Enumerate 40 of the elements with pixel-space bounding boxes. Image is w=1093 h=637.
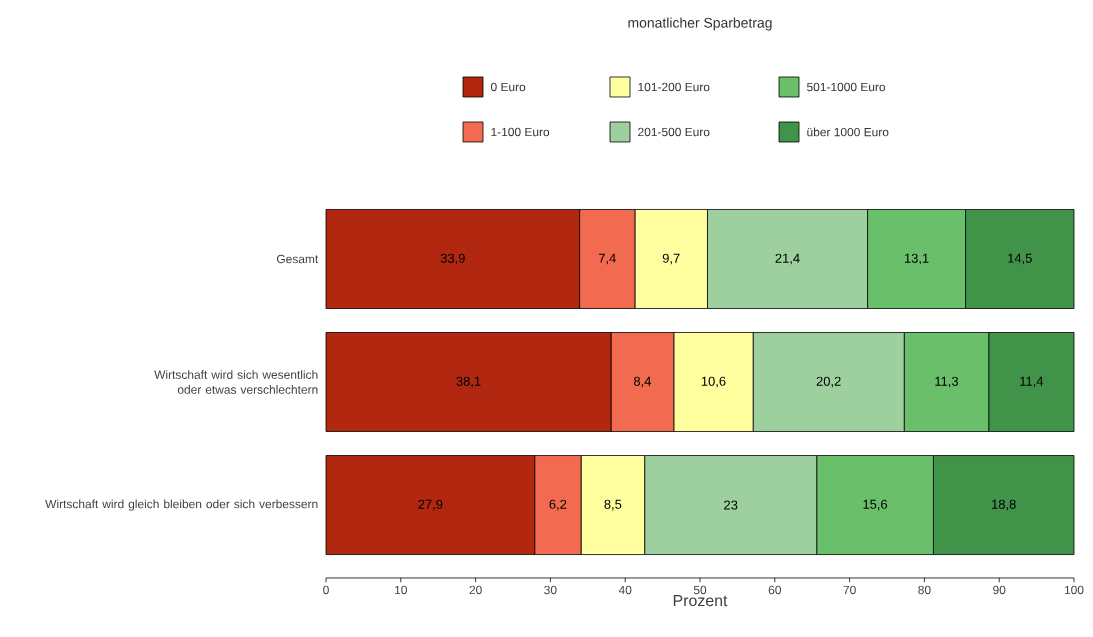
x-tick-label: 10 [395, 585, 407, 595]
data-label: 23 [724, 500, 738, 510]
legend-title: monatlicher Sparbetrag [628, 17, 772, 31]
y-tick-label: Wirtschaft wird sich wesentlich oder etwas verschlechtern [154, 370, 318, 394]
data-label: 11,3 [935, 376, 959, 388]
legend-label: 0 Euro [490, 82, 526, 92]
data-label: 6,2 [549, 499, 567, 511]
data-label: 38,1 [456, 376, 481, 388]
data-label: 27,9 [418, 499, 443, 511]
data-label: 8,5 [604, 499, 622, 511]
legend-label: 201-500 Euro [638, 127, 710, 137]
x-tick-label: 80 [918, 585, 931, 595]
data-label: 15,6 [863, 499, 888, 511]
x-tick-label: 90 [993, 585, 1006, 595]
data-label: 21,4 [775, 253, 800, 265]
legend-label: über 1000 Euro [807, 127, 889, 137]
x-tick-label: 40 [618, 585, 632, 595]
x-tick-label: 70 [843, 585, 856, 595]
x-tick-label: 0 [323, 585, 329, 595]
data-label: 7,4 [598, 253, 616, 265]
y-tick-label: Gesamt [276, 254, 319, 264]
x-tick-label: 50 [693, 585, 707, 595]
x-tick-label: 100 [1064, 585, 1084, 595]
data-label: 33,9 [440, 253, 465, 265]
x-tick-label: 60 [768, 585, 781, 595]
legend-label: 1-100 Euro [491, 127, 550, 137]
x-axis-title: Prozent [673, 595, 728, 607]
data-label: 9,7 [662, 253, 680, 265]
data-label: 10,6 [701, 376, 726, 388]
data-label: 14,5 [1008, 253, 1032, 265]
x-tick-label: 30 [544, 585, 557, 595]
data-label: 20,2 [816, 376, 841, 388]
data-label: 8,4 [633, 376, 652, 388]
data-label: 13,1 [904, 253, 929, 265]
legend-label: 501-1000 Euro [807, 82, 886, 92]
data-label: 11,4 [1020, 376, 1044, 388]
data-label: 18,8 [992, 499, 1016, 511]
x-tick-label: 20 [469, 585, 482, 595]
legend-label: 101-200 Euro [638, 82, 710, 92]
y-tick-label: Wirtschaft wird gleich bleiben oder sich verbessern [45, 499, 318, 511]
